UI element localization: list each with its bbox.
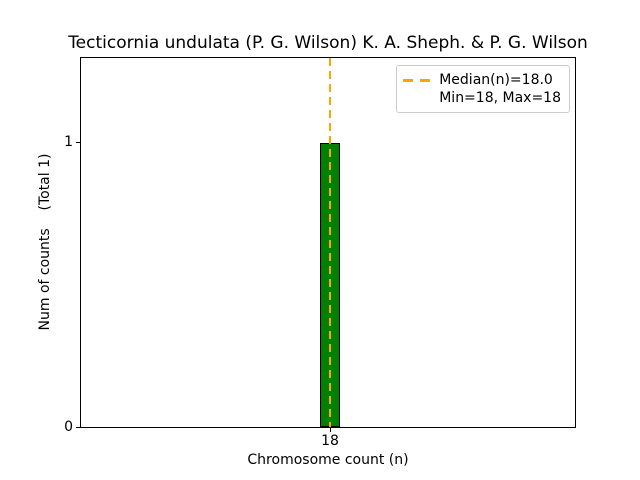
chart-title: Tecticornia undulata (P. G. Wilson) K. A… bbox=[68, 33, 588, 53]
legend-row-median: Median(n)=18.0 bbox=[403, 71, 561, 89]
plot-area: Median(n)=18.0 Min=18, Max=18 bbox=[80, 57, 576, 428]
x-tick-label-18: 18 bbox=[321, 433, 339, 449]
legend-label-minmax: Min=18, Max=18 bbox=[439, 90, 561, 106]
median-dash-icon bbox=[403, 78, 431, 82]
y-tick-label-1: 1 bbox=[64, 134, 73, 150]
x-tick-mark-18 bbox=[330, 428, 331, 432]
median-line bbox=[329, 58, 331, 427]
legend-handle-spacer bbox=[403, 97, 430, 100]
y-tick-mark-1 bbox=[76, 142, 80, 143]
y-tick-label-0: 0 bbox=[64, 419, 73, 435]
legend: Median(n)=18.0 Min=18, Max=18 bbox=[396, 65, 570, 113]
x-axis-label: Chromosome count (n) bbox=[247, 452, 409, 468]
legend-label-median: Median(n)=18.0 bbox=[439, 72, 553, 88]
legend-row-minmax: Min=18, Max=18 bbox=[403, 89, 561, 107]
y-tick-mark-0 bbox=[76, 427, 80, 428]
y-axis-label: Num of counts (Total 1) bbox=[37, 153, 53, 331]
